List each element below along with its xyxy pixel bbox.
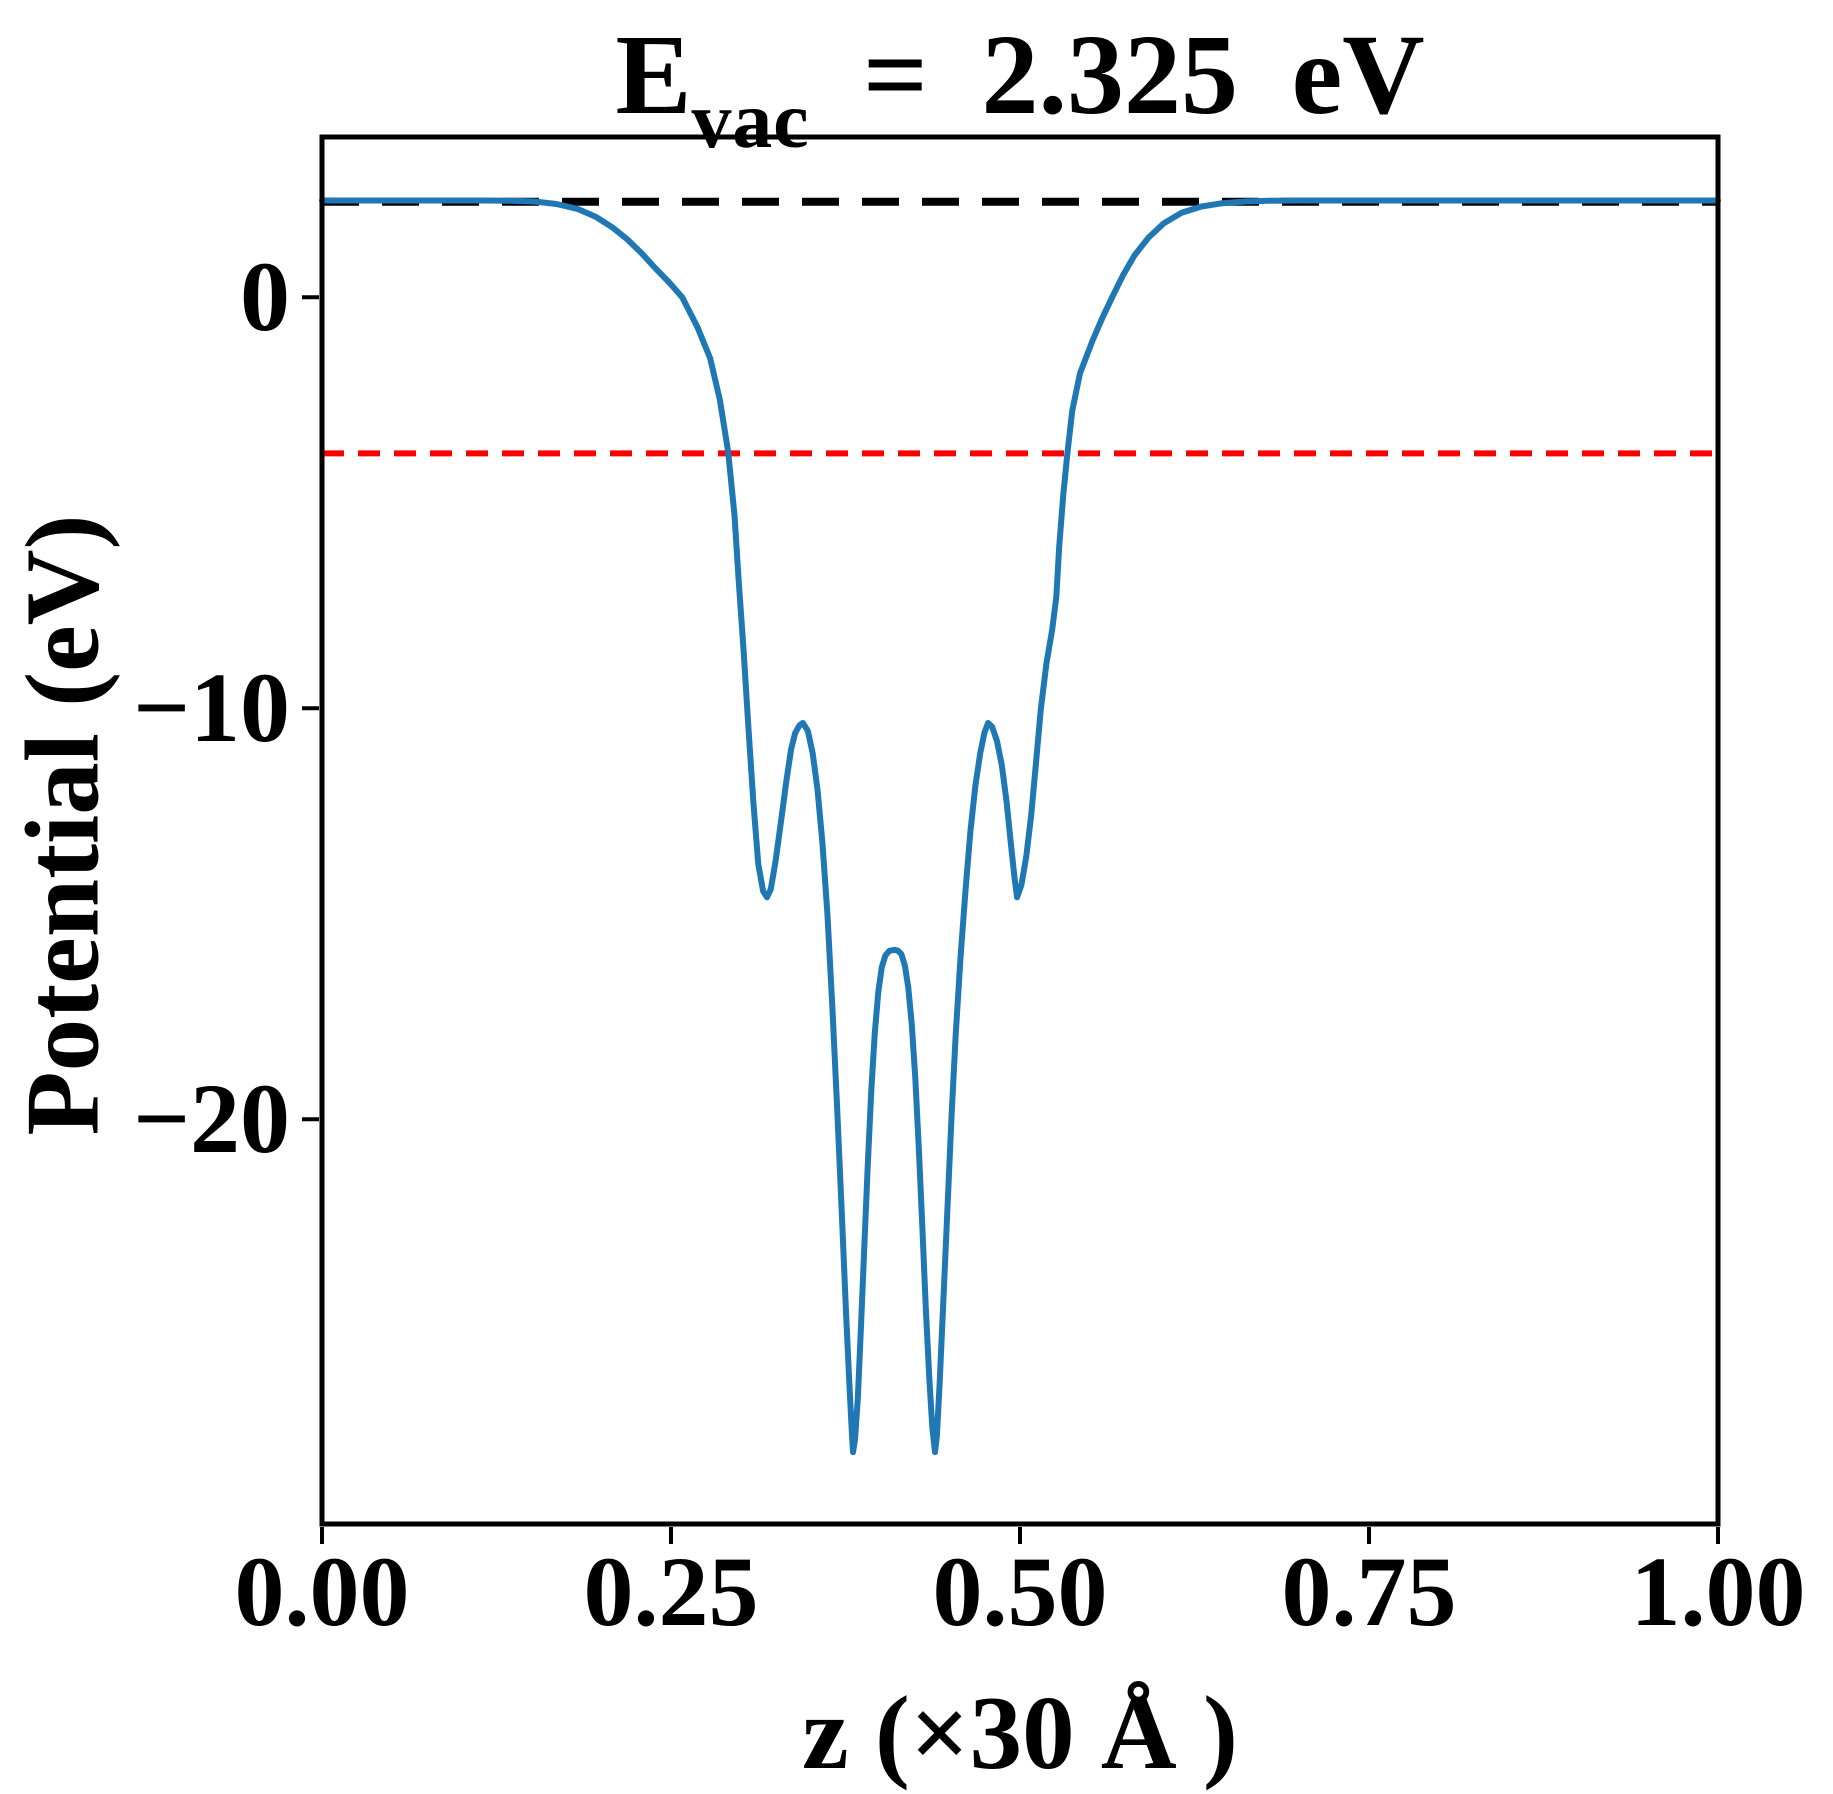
y-tick-label: −10	[133, 652, 290, 764]
y-axis-label: Potential (eV)	[3, 514, 121, 1136]
y-tick-label: 0	[240, 241, 290, 353]
x-tick-label: 0.75	[1281, 1536, 1457, 1647]
title-subscript: vac	[691, 77, 810, 165]
x-axis-label: z (×30 Å )	[802, 1674, 1238, 1791]
x-tick-label: 1.00	[1630, 1536, 1806, 1647]
x-tick-label: 0.25	[583, 1536, 759, 1647]
title-value: = 2.325 eV	[809, 11, 1425, 138]
x-tick-label: 0.50	[932, 1536, 1108, 1647]
x-tick-label: 0.00	[234, 1536, 410, 1647]
y-tick-label: −20	[133, 1063, 290, 1175]
planar-averaged-potential-curve	[319, 197, 1721, 1456]
title-symbol: E	[615, 11, 692, 138]
plot-title: Evac = 2.325 eV	[322, 0, 1718, 196]
axes-frame	[319, 134, 1721, 1527]
